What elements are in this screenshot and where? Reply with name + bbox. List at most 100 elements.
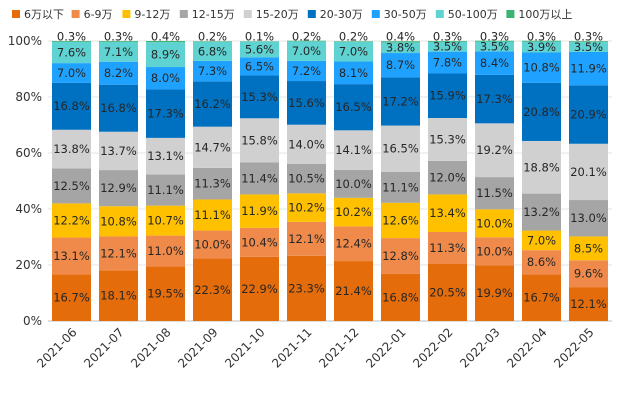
bar-stack-2021-11: 23.3% 12.1% 10.2% 10.5% 14.0% 15.6% 7.2% 7.0%0.… xyxy=(287,30,326,321)
bar-segment xyxy=(52,41,91,64)
data-label: 11.9% xyxy=(241,204,278,218)
bar-segment xyxy=(52,41,91,42)
data-label: 3.5% xyxy=(574,40,603,54)
data-label: 19.5% xyxy=(147,287,184,301)
data-label: 16.7% xyxy=(523,291,560,305)
data-label: 10.0% xyxy=(335,177,372,191)
bar-segment xyxy=(569,200,608,237)
bar-segment xyxy=(240,194,279,228)
legend-swatch xyxy=(435,10,444,18)
bar-segment xyxy=(428,118,467,161)
data-label: 0.3% xyxy=(574,30,603,44)
data-label: 15.6% xyxy=(288,96,325,110)
data-label: 17.2% xyxy=(382,94,419,108)
legend-label: 100万以上 xyxy=(518,8,572,21)
data-label: 8.1% xyxy=(339,66,368,80)
y-tick-label: 60% xyxy=(15,146,42,160)
data-label: 8.7% xyxy=(386,58,415,72)
legend-label: 30-50万 xyxy=(384,8,427,21)
bar-segment xyxy=(52,129,91,169)
data-label: 17.3% xyxy=(476,92,513,106)
bar-stack-2022-01: 16.8% 12.8% 12.6% 11.1% 16.5% 17.2% 8.7% 3.8%0.… xyxy=(381,30,420,321)
x-tick-label: 2021-10 xyxy=(222,325,267,370)
bar-segment xyxy=(52,203,91,238)
data-label: 7.8% xyxy=(433,56,462,70)
bar-stack-2022-02: 20.5% 11.3% 13.4% 12.0% 15.3% 15.9% 7.8% 3.5%0.… xyxy=(428,30,467,321)
data-label: 10.0% xyxy=(476,244,513,258)
bar-segment xyxy=(522,52,561,83)
data-label: 13.2% xyxy=(523,205,560,219)
bar-stack-2021-12: 21.4% 12.4% 10.2% 10.0% 14.1% 16.5% 8.1% 7.0%0.… xyxy=(334,30,373,321)
data-label: 0.2% xyxy=(292,30,321,44)
bar-segment xyxy=(287,221,326,256)
bar-segment xyxy=(334,41,373,62)
data-label: 10.7% xyxy=(147,214,184,228)
y-tick-label: 80% xyxy=(15,90,42,104)
bar-segment xyxy=(146,41,185,43)
bar-segment xyxy=(522,41,561,53)
data-label: 7.6% xyxy=(57,45,86,59)
bar-segment xyxy=(240,75,279,119)
data-label: 10.4% xyxy=(241,235,278,249)
x-tick-label: 2021-06 xyxy=(34,325,79,370)
bar-segment xyxy=(334,197,373,227)
bar-segment xyxy=(193,60,232,82)
data-label: 8.9% xyxy=(151,48,180,62)
bar-segment xyxy=(240,162,279,195)
data-label: 8.2% xyxy=(104,66,133,80)
data-label: 22.9% xyxy=(241,282,278,296)
bar-segment xyxy=(193,258,232,321)
bar-stack-2022-05: 12.1% 9.6% 8.5% 13.0% 20.1% 20.9% 11.9% 3.5%0.3… xyxy=(569,30,608,321)
bar-segment xyxy=(146,89,185,138)
bar-segment xyxy=(287,163,326,194)
data-label: 5.6% xyxy=(245,42,274,56)
legend-item: 20-30万 xyxy=(307,8,363,21)
bar-segment xyxy=(569,51,608,86)
bar-segment xyxy=(428,51,467,74)
bar-segment xyxy=(146,235,185,267)
y-tick-label: 20% xyxy=(15,258,42,272)
bar-segment xyxy=(287,124,326,164)
data-label: 11.0% xyxy=(147,244,184,258)
data-label: 15.3% xyxy=(429,132,466,146)
bar-segment xyxy=(428,263,467,321)
data-label: 11.3% xyxy=(194,177,231,191)
data-label: 10.2% xyxy=(288,201,325,215)
data-label: 0.3% xyxy=(480,30,509,44)
bar-segment xyxy=(99,170,138,207)
x-tick-label: 2022-01 xyxy=(363,325,408,370)
data-label: 11.4% xyxy=(241,171,278,185)
bar-segment xyxy=(569,85,608,144)
gridlines xyxy=(48,40,612,322)
data-label: 7.0% xyxy=(292,44,321,58)
legend-label: 15-20万 xyxy=(256,8,299,21)
bar-segment xyxy=(381,202,420,239)
bar-segment xyxy=(475,209,514,238)
data-label: 16.5% xyxy=(335,100,372,114)
bar-segment xyxy=(381,42,420,54)
data-label: 12.9% xyxy=(100,181,137,195)
data-label: 6.5% xyxy=(245,59,274,73)
bar-stack-2021-06: 16.7% 13.1% 12.2% 12.5% 13.8% 16.8% 7.0% 7.6%0.… xyxy=(52,30,91,321)
bar-segment xyxy=(287,41,326,61)
legend-swatch xyxy=(243,10,252,18)
legend-item: 15-20万 xyxy=(243,8,299,21)
data-label: 10.0% xyxy=(476,216,513,230)
data-label: 0.3% xyxy=(527,30,556,44)
bar-segment xyxy=(146,67,185,90)
bar-segment xyxy=(569,41,608,43)
legend-item: 9-12万 xyxy=(122,8,170,21)
bar-segment xyxy=(522,250,561,275)
bar-segment xyxy=(52,168,91,204)
legend-label: 20-30万 xyxy=(320,8,363,21)
data-label: 11.1% xyxy=(147,183,184,197)
bar-segment xyxy=(381,171,420,203)
data-label: 8.4% xyxy=(480,56,509,70)
bar-segment xyxy=(52,237,91,275)
bar-segment xyxy=(522,230,561,251)
data-label: 3.5% xyxy=(480,39,509,53)
bar-segment xyxy=(99,84,138,132)
data-label: 20.9% xyxy=(570,108,607,122)
legend-swatch xyxy=(371,10,380,18)
bar-segment xyxy=(475,265,514,321)
